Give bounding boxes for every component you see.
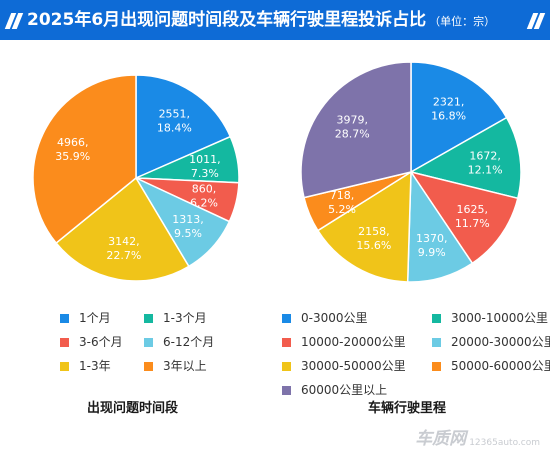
slice-data-label: 1011, 7.3% xyxy=(189,153,221,180)
legend-item: 1-3年 xyxy=(60,354,144,378)
legend-item: 50000-60000公里 xyxy=(432,354,550,378)
slice-data-label: 2158, 15.6% xyxy=(356,225,391,252)
legend-label: 10000-20000公里 xyxy=(301,335,406,349)
slice-data-label: 718, 5.2% xyxy=(328,189,356,216)
legend-item: 30000-50000公里 xyxy=(282,354,432,378)
legend-label: 3-6个月 xyxy=(79,335,123,349)
legend-item: 3000-10000公里 xyxy=(432,306,550,330)
pie-slice-period-5 xyxy=(32,74,137,245)
chart-title: 2025年6月出现问题时间段及车辆行驶里程投诉占比 （单位：宗） xyxy=(27,8,495,32)
legend-swatch xyxy=(60,361,69,371)
legend-label: 50000-60000公里 xyxy=(451,359,550,373)
caption-problem-period: 出现问题时间段 xyxy=(87,401,179,416)
slice-data-label: 1625, 11.7% xyxy=(455,203,490,230)
slice-data-label: 3979, 28.7% xyxy=(335,114,370,141)
legend-item: 1个月 xyxy=(60,306,144,330)
legend-label: 1个月 xyxy=(79,311,111,325)
pie-slice-mileage-2 xyxy=(409,170,519,265)
legend-label: 3年以上 xyxy=(163,359,207,373)
chart-title-text: 2025年6月出现问题时间段及车辆行驶里程投诉占比 xyxy=(27,10,427,30)
legend-swatch xyxy=(144,313,153,323)
legend-swatch xyxy=(432,337,441,347)
legend-item: 3-6个月 xyxy=(60,330,144,354)
pie-slice-mileage-6 xyxy=(300,61,412,199)
legend-label: 3000-10000公里 xyxy=(451,311,549,325)
legend-item: 10000-20000公里 xyxy=(282,330,432,354)
title-bar: 2025年6月出现问题时间段及车辆行驶里程投诉占比 （单位：宗） xyxy=(0,0,550,40)
legend-label: 1-3个月 xyxy=(163,311,207,325)
legend-item: 6-12个月 xyxy=(144,330,234,354)
legend-swatch xyxy=(144,361,153,371)
slice-data-label: 1313, 9.5% xyxy=(172,213,204,240)
legend-swatch xyxy=(144,337,153,347)
legend-swatch xyxy=(432,313,441,323)
legend-item: 0-3000公里 xyxy=(282,306,432,330)
slice-data-label: 3142, 22.7% xyxy=(106,235,141,262)
legend-mileage: 0-3000公里 3000-10000公里 10000-20000公里 20000-3… xyxy=(282,306,550,402)
legend-swatch xyxy=(60,337,69,347)
pie-chart-mileage: 2321, 16.8% 1672, 12.1% 1625, 11.7% 1370, 9.9% 2… xyxy=(300,61,522,283)
legend-swatch xyxy=(60,313,69,323)
slice-data-label: 1370, 9.9% xyxy=(416,232,448,259)
legend-problem-period: 1个月 1-3个月 3-6个月 6-12个月 1-3年 3年以上 xyxy=(60,306,234,378)
slice-data-label: 2321, 16.8% xyxy=(431,95,466,122)
slice-data-label: 1672, 12.1% xyxy=(468,150,503,177)
slice-data-label: 4966, 35.9% xyxy=(55,136,90,163)
legend-label: 60000公里以上 xyxy=(301,383,388,397)
pie-chart-problem-period: 2551, 18.4%1011, 7.3%860, 6.2%1313, 9.5%3142… xyxy=(32,74,240,282)
pie-slice-period-4 xyxy=(55,176,190,282)
watermark-logo: 车质网 12365auto.com xyxy=(415,428,540,450)
legend-item: 3年以上 xyxy=(144,354,234,378)
legend-label: 0-3000公里 xyxy=(301,311,368,325)
legend-swatch xyxy=(282,385,291,395)
pie-slice-mileage-4 xyxy=(316,170,412,283)
watermark-brand: 车质网 xyxy=(415,429,467,449)
legend-swatch xyxy=(282,337,291,347)
legend-swatch xyxy=(282,313,291,323)
legend-label: 20000-30000公里 xyxy=(451,335,550,349)
caption-mileage: 车辆行驶里程 xyxy=(368,401,447,416)
slice-data-label: 2551, 18.4% xyxy=(157,107,192,134)
legend-label: 30000-50000公里 xyxy=(301,359,406,373)
legend-item: 20000-30000公里 xyxy=(432,330,550,354)
unit-label: （单位：宗） xyxy=(429,15,496,28)
legend-label: 6-12个月 xyxy=(163,335,215,349)
legend-item: 60000公里以上 xyxy=(282,378,432,402)
legend-swatch xyxy=(282,361,291,371)
pie-slice-mileage-0 xyxy=(410,61,508,174)
legend-label: 1-3年 xyxy=(79,359,111,373)
pie-slice-period-0 xyxy=(135,74,232,180)
legend-item: 1-3个月 xyxy=(144,306,234,330)
legend-swatch xyxy=(432,361,441,371)
watermark-site: 12365auto.com xyxy=(469,438,540,448)
